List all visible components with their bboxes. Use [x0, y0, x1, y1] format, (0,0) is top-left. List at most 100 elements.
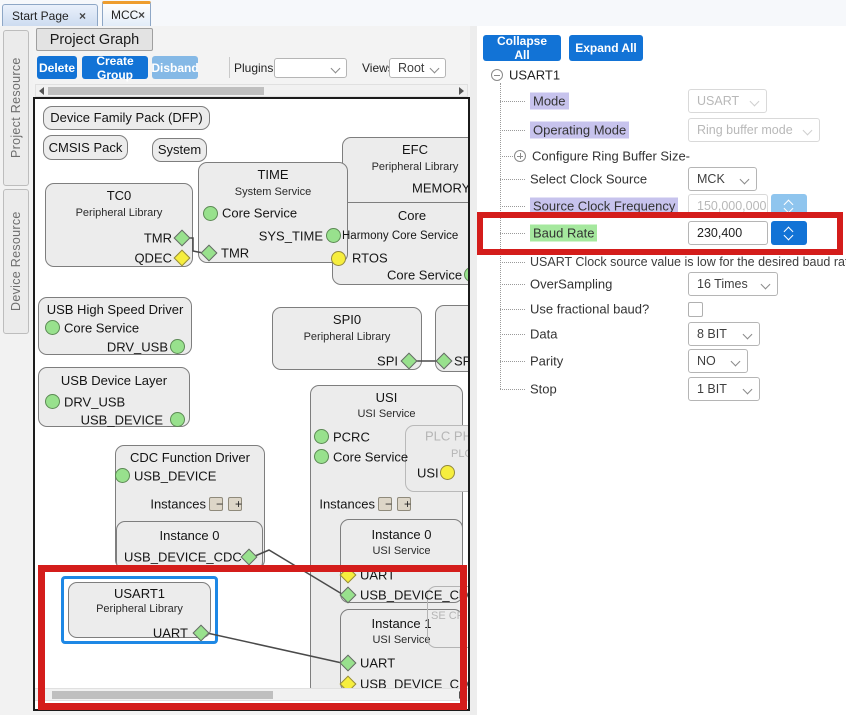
node-title: PLC PH: [425, 428, 470, 444]
graph-canvas[interactable]: Device Family Pack (DFP) CMSIS Pack Syst…: [33, 97, 470, 711]
node-usb-device-layer[interactable]: USB Device Layer: [38, 367, 190, 427]
scroll-left-icon[interactable]: [39, 691, 44, 699]
node-core[interactable]: Core: [332, 202, 468, 285]
usi-pin-circle[interactable]: [440, 465, 455, 480]
close-icon[interactable]: ×: [138, 8, 146, 22]
node-plc-phy[interactable]: [405, 425, 468, 492]
collapse-all-button[interactable]: Collapse All: [483, 34, 561, 62]
scrollbar-thumb[interactable]: [52, 691, 273, 699]
clock-source-select[interactable]: MCK: [688, 167, 757, 191]
core-service-pin-circle[interactable]: [45, 320, 60, 335]
scroll-right-icon[interactable]: [459, 691, 464, 699]
usb-device-pin-circle[interactable]: [115, 468, 130, 483]
node-cdc-instance-0[interactable]: Instance 0: [116, 521, 263, 571]
canvas-bottom-scrollbar[interactable]: [35, 688, 468, 701]
core-service-pin-circle[interactable]: [314, 449, 329, 464]
node-title: Instance 0: [159, 528, 220, 543]
collapse-toggle-icon[interactable]: [491, 69, 503, 81]
node-usi-instance-0[interactable]: Instance 0 USI Service: [340, 519, 463, 603]
baud-rate-input[interactable]: 230,400: [688, 221, 768, 245]
usb-device-pin-circle[interactable]: [170, 412, 185, 427]
close-icon[interactable]: ×: [79, 8, 87, 23]
source-clock-frequency-stepper[interactable]: [771, 194, 807, 218]
node-title: CMSIS Pack: [48, 140, 123, 155]
scrollbar-thumb[interactable]: [48, 87, 264, 95]
sys-time-pin-circle[interactable]: [326, 228, 341, 243]
node-title: System: [157, 142, 202, 157]
rtos-pin-circle[interactable]: [331, 251, 346, 266]
mode-label: Mode: [530, 92, 569, 110]
pin-label: Core Service: [333, 449, 409, 465]
pin-label: RTOS: [352, 250, 388, 266]
drv-usb-pin-circle[interactable]: [170, 339, 185, 354]
node-title: USB Device Layer: [60, 373, 168, 388]
node-spi0[interactable]: SPI0 Peripheral Library: [272, 307, 422, 370]
node-hidden-fragment: [427, 586, 468, 648]
scroll-right-icon[interactable]: [459, 87, 464, 95]
tab-start-page[interactable]: Start Page ×: [2, 4, 98, 26]
pin-label: USB_DEVICE_CDC: [360, 587, 470, 603]
node-subtitle: PLC: [451, 448, 468, 460]
graph-top-scrollbar[interactable]: [35, 84, 468, 97]
drv-usb-pin-circle[interactable]: [45, 394, 60, 409]
plugins-select[interactable]: [274, 58, 347, 78]
tree-guide-stub: [500, 101, 525, 102]
expand-toggle-icon[interactable]: [514, 150, 526, 162]
scroll-left-icon[interactable]: [39, 87, 44, 95]
sidebar-tab-device-resource[interactable]: Device Resource: [3, 189, 29, 334]
pin-label: TMR: [143, 230, 172, 246]
hidden-fragment-text: SE CR: [431, 610, 465, 622]
node-usb-high-speed-driver[interactable]: USB High Speed Driver: [38, 297, 192, 355]
mode-select[interactable]: USART: [688, 89, 767, 113]
instances-label: Instances: [150, 496, 206, 512]
expand-all-button[interactable]: Expand All: [569, 35, 643, 61]
usart1-selection-outline: [61, 576, 218, 644]
baud-rate-label: Baud Rate: [530, 224, 598, 242]
core-service-pin-circle[interactable]: [203, 206, 218, 221]
views-label: Views:: [362, 61, 398, 75]
pin-label: TMR: [221, 245, 250, 261]
node-tc0[interactable]: TC0 Peripheral Library: [45, 183, 193, 267]
create-group-button[interactable]: Create Group: [82, 54, 148, 82]
tab-mcc[interactable]: MCC ×: [102, 1, 151, 26]
baud-rate-stepper[interactable]: [771, 221, 807, 245]
node-efc[interactable]: EFC Peripheral Library: [342, 137, 468, 205]
delete-button[interactable]: Delete: [37, 56, 77, 79]
fractional-baud-checkbox[interactable]: [688, 302, 703, 317]
node-usi-instance-1[interactable]: Instance 1 USI Service: [340, 609, 463, 692]
baud-rate-warning-text: USART Clock source value is low for the …: [530, 255, 846, 269]
chevron-down-icon: [742, 384, 753, 395]
disband-button[interactable]: Disband: [151, 56, 199, 79]
remove-instance-button[interactable]: −: [209, 497, 223, 511]
node-time[interactable]: TIME System Service: [198, 162, 348, 263]
views-select[interactable]: Root: [389, 58, 446, 78]
chevron-down-icon: [429, 63, 440, 74]
oversampling-select[interactable]: 16 Times: [688, 272, 778, 296]
sidebar-tab-project-resource[interactable]: Project Resource: [3, 30, 29, 186]
pin-label: DRV_USB: [64, 394, 126, 410]
tree-guide-stub: [500, 156, 525, 157]
ring-buffer-group-label: Configure Ring Buffer Size-: [532, 148, 691, 164]
operating-mode-select[interactable]: Ring buffer mode: [688, 118, 820, 142]
pcrc-pin-circle[interactable]: [314, 429, 329, 444]
data-bits-select[interactable]: 8 BIT: [688, 322, 760, 346]
node-usart1[interactable]: USART1 Peripheral Library: [68, 582, 211, 638]
node-cmsis-pack[interactable]: CMSIS Pack: [43, 135, 128, 160]
node-title: SPI0: [332, 312, 362, 327]
chevron-down-icon: [802, 125, 813, 136]
add-instance-button[interactable]: +: [397, 497, 411, 511]
tree-guide-stub: [500, 334, 525, 335]
editor-tab-bar: Start Page × MCC ×: [0, 0, 846, 27]
mode-select-value: USART: [697, 94, 740, 108]
add-instance-button[interactable]: +: [228, 497, 242, 511]
parity-select[interactable]: NO: [688, 349, 748, 373]
clock-source-label: Select Clock Source: [530, 171, 648, 187]
node-device-family-pack[interactable]: Device Family Pack (DFP): [43, 106, 210, 130]
source-clock-frequency-input[interactable]: 150,000,000: [688, 194, 768, 218]
node-subtitle: Peripheral Library: [371, 161, 459, 173]
tree-guide-stub: [500, 179, 525, 180]
pin-label: Core Service: [387, 267, 463, 283]
stop-bits-select[interactable]: 1 BIT: [688, 377, 760, 401]
node-system[interactable]: System: [152, 138, 207, 162]
remove-instance-button[interactable]: −: [378, 497, 392, 511]
